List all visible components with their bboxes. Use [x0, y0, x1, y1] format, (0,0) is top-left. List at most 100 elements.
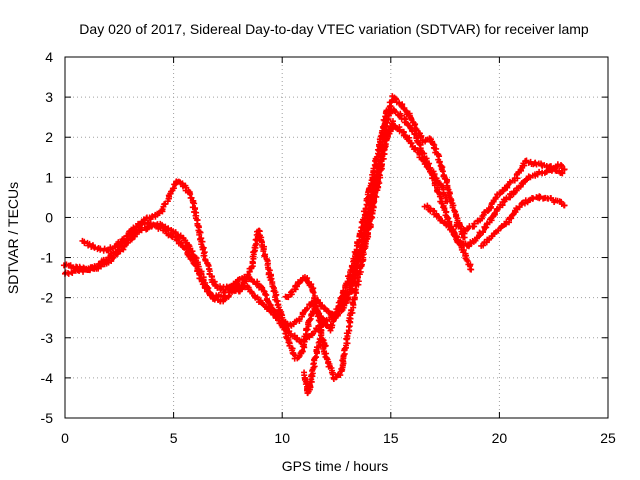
grid: [65, 57, 608, 418]
data-point-marker: [312, 354, 319, 361]
x-tick-label: 15: [383, 430, 399, 446]
data-point-marker: [260, 248, 267, 255]
x-tick-label: 20: [492, 430, 508, 446]
data-point-marker: [306, 317, 313, 324]
data-point-marker: [368, 213, 375, 220]
data-point-marker: [518, 167, 525, 174]
data-point-marker: [561, 166, 568, 173]
x-axis-label: GPS time / hours: [282, 458, 389, 474]
data-point-marker: [191, 200, 198, 207]
y-tick-label: 1: [45, 169, 53, 185]
data-point-marker: [318, 302, 325, 309]
data-point-marker: [380, 116, 387, 123]
data-point-marker: [330, 316, 337, 323]
y-tick-label: 0: [45, 209, 53, 225]
data-point-marker: [81, 238, 88, 245]
data-series: [301, 336, 329, 397]
data-point-marker: [461, 234, 468, 241]
data-points: [60, 93, 568, 397]
data-point-marker: [373, 193, 380, 200]
data-point-marker: [443, 208, 450, 215]
x-tick-label: 10: [274, 430, 290, 446]
data-point-marker: [248, 288, 255, 295]
plot-frame: [64, 56, 609, 419]
data-point-marker: [192, 262, 199, 269]
data-point-marker: [436, 214, 443, 221]
data-point-marker: [552, 164, 559, 171]
data-point-marker: [362, 205, 369, 212]
data-point-marker: [341, 345, 348, 352]
data-point-marker: [287, 289, 294, 296]
data-point-marker: [436, 159, 443, 166]
data-point-marker: [468, 266, 475, 273]
y-tick-label: -4: [41, 370, 54, 386]
data-series: [421, 165, 566, 250]
data-point-marker: [304, 326, 311, 333]
data-point-marker: [392, 96, 399, 103]
data-point-marker: [340, 288, 347, 295]
data-point-marker: [304, 305, 311, 312]
data-point-marker: [516, 204, 523, 211]
data-point-marker: [201, 252, 208, 259]
x-tick-label: 25: [600, 430, 616, 446]
data-point-marker: [344, 278, 351, 285]
data-point-marker: [464, 257, 471, 264]
data-point-marker: [202, 256, 209, 263]
data-point-marker: [129, 229, 136, 236]
data-point-marker: [191, 261, 198, 268]
data-series: [282, 118, 396, 382]
data-point-marker: [480, 228, 487, 235]
data-point-marker: [319, 336, 326, 343]
data-point-marker: [329, 322, 336, 329]
data-point-marker: [196, 231, 203, 238]
y-axis-label: SDTVAR / TECUs: [5, 182, 21, 294]
data-point-marker: [559, 170, 566, 177]
data-point-marker: [401, 132, 408, 139]
data-point-marker: [310, 289, 317, 296]
data-point-marker: [249, 258, 256, 265]
data-series: [453, 157, 568, 234]
y-tick-label: -5: [41, 410, 54, 426]
data-point-marker: [485, 236, 492, 243]
data-point-marker: [458, 223, 465, 230]
data-point-marker: [293, 283, 300, 290]
data-point-marker: [351, 294, 358, 301]
data-point-marker: [492, 194, 499, 201]
data-point-marker: [188, 194, 195, 201]
data-series: [478, 193, 568, 249]
data-point-marker: [433, 145, 440, 152]
data-point-marker: [232, 280, 239, 287]
x-tick-label: 0: [61, 430, 69, 446]
data-point-marker: [168, 233, 175, 240]
x-tick-label: 5: [170, 430, 178, 446]
data-point-marker: [391, 107, 398, 114]
y-tick-label: 4: [45, 49, 53, 65]
data-point-marker: [262, 291, 269, 298]
data-point-marker: [333, 309, 340, 316]
data-point-marker: [436, 153, 443, 160]
data-series: [79, 93, 468, 362]
y-tick-label: 2: [45, 129, 53, 145]
data-point-marker: [174, 237, 181, 244]
data-point-marker: [322, 342, 329, 349]
data-point-marker: [389, 118, 396, 125]
y-tick-label: -1: [41, 250, 54, 266]
data-point-marker: [225, 292, 232, 299]
data-point-marker: [67, 262, 74, 269]
y-tick-label: -2: [41, 290, 54, 306]
data-point-marker: [396, 99, 403, 106]
data-point-marker: [361, 211, 368, 218]
chart-title: Day 020 of 2017, Sidereal Day-to-day VTE…: [79, 21, 589, 37]
data-point-marker: [500, 187, 507, 194]
data-point-marker: [561, 202, 568, 209]
data-point-marker: [381, 141, 388, 148]
data-point-marker: [453, 233, 460, 240]
data-point-marker: [68, 269, 75, 276]
axis-ticks: 0 5 10 15 20 25 -5 -4 -3 -2 -1 0 1 2 3 4: [41, 49, 616, 446]
data-point-marker: [367, 221, 374, 228]
y-tick-label: -3: [41, 330, 54, 346]
y-tick-label: 3: [45, 89, 53, 105]
data-point-marker: [337, 372, 344, 379]
